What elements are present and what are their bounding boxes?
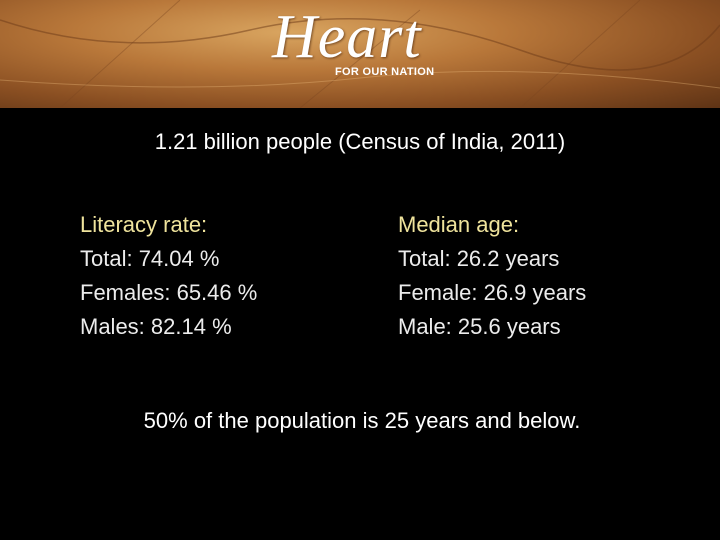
stat-line: Males: 82.14 % [80,314,232,339]
tagline: FOR OUR NATION [335,66,435,78]
median-age-column: Median age: Total: 26.2 years Female: 26.9… [398,208,586,344]
footer-note: 50% of the population is 25 years and be… [143,408,581,433]
stat-line: Male: 25.6 years [398,314,561,339]
header-banner: Heart FOR OUR NATION [0,0,720,108]
heading: 1.21 billion people (Census of India, 20… [154,129,566,154]
map-texture [0,0,720,108]
stat-line: Females: 65.46 % [80,280,258,305]
stat-line: Total: 26.2 years [398,246,560,271]
stat-line: Female: 26.9 years [398,280,587,305]
column-title: Literacy rate: [80,212,208,237]
logo: Heart [272,3,422,71]
literacy-column: Literacy rate: Total: 74.04 % Females: 65.… [80,208,257,344]
stat-line: Total: 74.04 % [80,246,220,271]
column-title: Median age: [398,212,520,237]
